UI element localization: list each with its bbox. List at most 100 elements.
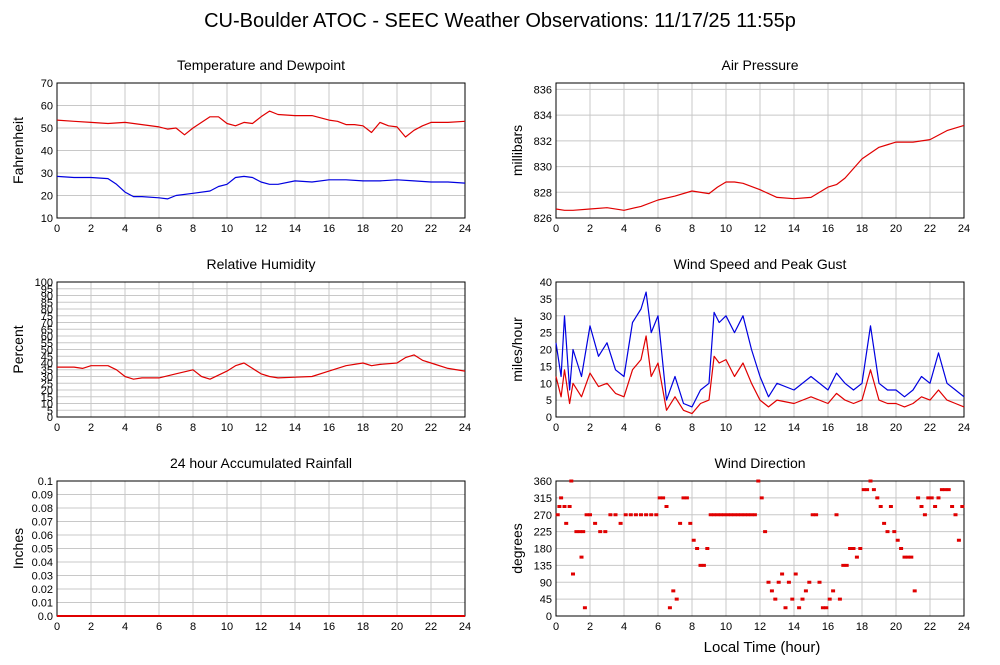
chart-title: Temperature and Dewpoint bbox=[177, 57, 345, 73]
x-tick-label: 8 bbox=[689, 621, 695, 633]
y-tick-label: 828 bbox=[534, 187, 552, 199]
data-point bbox=[577, 530, 582, 534]
x-tick-label: 6 bbox=[655, 422, 661, 434]
data-point bbox=[671, 589, 676, 593]
y-tick-label: 90 bbox=[41, 291, 53, 303]
x-tick-label: 12 bbox=[255, 621, 267, 633]
data-point bbox=[834, 513, 839, 517]
x-tick-label: 8 bbox=[689, 422, 695, 434]
data-point bbox=[827, 597, 832, 601]
y-tick-label: 180 bbox=[534, 544, 552, 556]
x-tick-label: 2 bbox=[88, 422, 94, 434]
data-point bbox=[603, 530, 608, 534]
data-point bbox=[902, 555, 907, 559]
data-point bbox=[800, 597, 805, 601]
y-tick-label: 830 bbox=[534, 162, 552, 174]
x-tick-label: 18 bbox=[357, 223, 369, 235]
data-point bbox=[817, 580, 822, 584]
x-tick-label: 14 bbox=[788, 422, 800, 434]
data-point bbox=[684, 496, 689, 500]
data-point bbox=[844, 563, 849, 567]
x-tick-label: 14 bbox=[788, 223, 800, 235]
chart-title: 24 hour Accumulated Rainfall bbox=[170, 455, 352, 471]
data-point bbox=[579, 555, 584, 559]
data-point bbox=[868, 479, 873, 483]
data-point bbox=[735, 513, 740, 517]
y-tick-label: 0.06 bbox=[32, 530, 53, 542]
x-tick-label: 22 bbox=[425, 223, 437, 235]
y-tick-label: 0.03 bbox=[32, 571, 53, 583]
x-tick-label: 0 bbox=[54, 223, 60, 235]
data-point bbox=[722, 513, 727, 517]
y-tick-label: 50 bbox=[41, 123, 53, 135]
y-tick-label: 315 bbox=[534, 493, 552, 505]
x-tick-label: 18 bbox=[856, 223, 868, 235]
data-point bbox=[882, 521, 887, 525]
data-point bbox=[871, 488, 876, 492]
data-point bbox=[581, 530, 586, 534]
y-tick-label: 836 bbox=[534, 84, 552, 96]
data-point bbox=[571, 572, 575, 576]
y-tick-label: 225 bbox=[534, 527, 552, 539]
x-tick-label: 6 bbox=[655, 621, 661, 633]
y-tick-label: 70 bbox=[41, 78, 53, 90]
data-point bbox=[888, 505, 893, 508]
x-tick-label: 24 bbox=[459, 621, 471, 633]
data-point bbox=[618, 521, 623, 525]
data-point bbox=[926, 496, 931, 500]
x-tick-label: 14 bbox=[289, 223, 301, 235]
data-point bbox=[759, 496, 764, 500]
data-point bbox=[878, 505, 883, 508]
x-tick-label: 0 bbox=[54, 621, 60, 633]
y-tick-label: 20 bbox=[540, 345, 552, 357]
data-point bbox=[861, 488, 866, 492]
x-tick-label: 24 bbox=[459, 223, 471, 235]
y-tick-label: 30 bbox=[41, 372, 53, 384]
data-point bbox=[567, 505, 572, 508]
y-tick-label: 20 bbox=[41, 191, 53, 203]
y-axis-label: millibars bbox=[509, 125, 525, 176]
y-tick-label: 0.05 bbox=[32, 544, 53, 556]
x-tick-label: 8 bbox=[190, 223, 196, 235]
series-line-0 bbox=[555, 124, 965, 211]
data-point bbox=[885, 530, 890, 534]
data-point bbox=[644, 513, 649, 517]
data-point bbox=[831, 589, 836, 593]
x-tick-label: 0 bbox=[553, 621, 559, 633]
data-point bbox=[695, 547, 700, 550]
data-point bbox=[912, 589, 917, 593]
x-tick-label: 18 bbox=[856, 422, 868, 434]
data-point bbox=[807, 580, 812, 584]
x-tick-label: 22 bbox=[924, 422, 936, 434]
data-point bbox=[766, 580, 771, 584]
x-tick-label: 2 bbox=[88, 621, 94, 633]
y-tick-label: 0.01 bbox=[32, 598, 53, 610]
x-tick-label: 0 bbox=[553, 223, 559, 235]
y-tick-label: 100 bbox=[35, 277, 53, 289]
data-point bbox=[749, 513, 754, 517]
data-point bbox=[960, 505, 965, 508]
data-point bbox=[810, 513, 815, 517]
x-tick-label: 16 bbox=[323, 621, 335, 633]
y-axis-label: degrees bbox=[509, 523, 525, 574]
x-tick-label: 4 bbox=[122, 223, 128, 235]
data-point bbox=[946, 488, 951, 492]
y-tick-label: 25 bbox=[540, 328, 552, 340]
data-point bbox=[803, 589, 808, 593]
data-point bbox=[698, 563, 703, 567]
x-tick-label: 2 bbox=[587, 621, 593, 633]
x-tick-label: 14 bbox=[289, 621, 301, 633]
y-tick-label: 95 bbox=[41, 284, 53, 296]
data-point bbox=[814, 513, 819, 517]
data-point bbox=[582, 606, 587, 610]
y-tick-label: 35 bbox=[41, 365, 53, 377]
data-point bbox=[854, 555, 859, 559]
x-tick-label: 0 bbox=[54, 422, 60, 434]
x-tick-label: 12 bbox=[255, 223, 267, 235]
x-tick-label: 2 bbox=[587, 422, 593, 434]
data-point bbox=[909, 555, 914, 559]
y-tick-label: 270 bbox=[534, 510, 552, 522]
x-tick-label: 6 bbox=[655, 223, 661, 235]
